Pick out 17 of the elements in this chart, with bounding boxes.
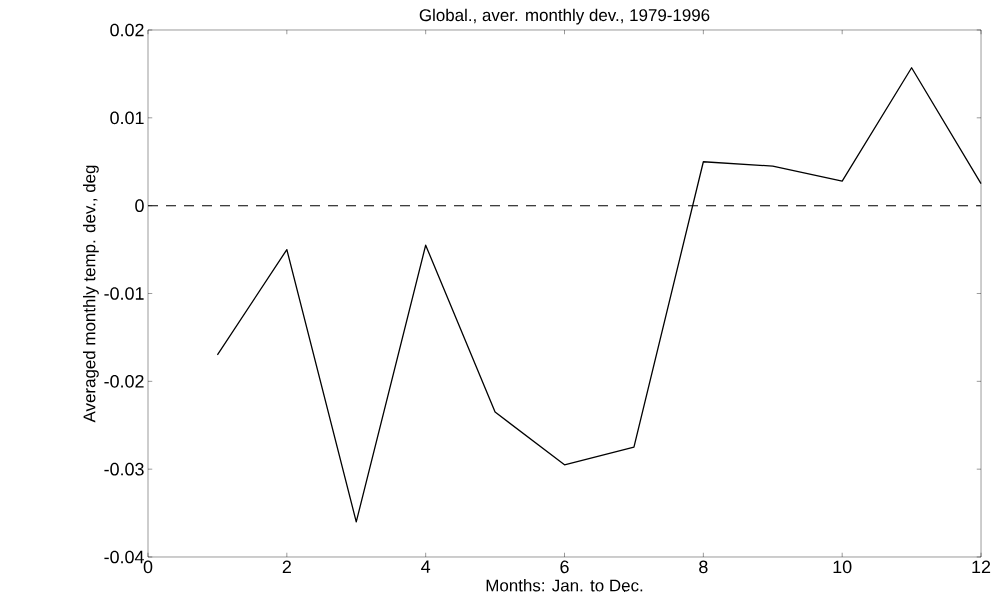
x-tick-label: 4 [421, 560, 431, 573]
y-tick-label: -0.03 [104, 462, 144, 476]
x-tick-label: 2 [282, 560, 291, 574]
x-tick-label: 0 [143, 560, 153, 574]
y-tick-label: -0.02 [104, 375, 144, 388]
x-tick-label: 10 [833, 560, 852, 574]
y-axis-title: Averaged monthly temp. dev., deg [82, 165, 99, 423]
y-tick-label: -0.04 [104, 550, 144, 564]
x-axis-title: Months: Jan. to Dec. [486, 579, 643, 592]
x-tick-label: 8 [699, 560, 708, 574]
x-tick-label: 6 [560, 560, 569, 574]
chart-title: Global., aver. monthly dev., 1979-1996 [419, 8, 710, 25]
y-tick-label: 0.02 [110, 23, 144, 37]
y-tick-label: 0.01 [110, 111, 144, 125]
y-tick-label: 0 [135, 199, 144, 213]
y-tick-label: -0.01 [104, 287, 144, 300]
x-tick-label: 12 [972, 560, 991, 574]
